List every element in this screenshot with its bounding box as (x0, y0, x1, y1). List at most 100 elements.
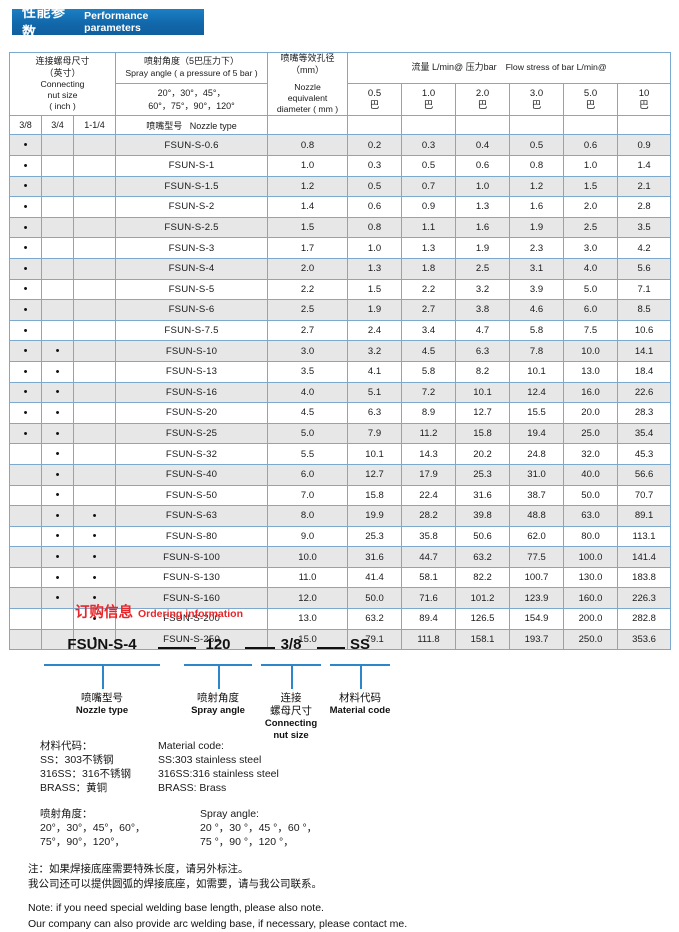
nut-size-marker-2 (72, 134, 117, 156)
header-spacer-p3 (509, 115, 565, 136)
flow-cell-p2: 1.0 (455, 175, 511, 198)
nozzle-diameter-cell: 10.0 (267, 546, 349, 568)
flow-cell-p5: 0.9 (617, 134, 672, 156)
flow-cell-p3: 31.0 (509, 463, 565, 486)
flow-en: Flow stress of bar L/min@ (505, 62, 607, 73)
nut-size-marker-1 (41, 484, 74, 507)
flow-cell-p0: 12.7 (347, 463, 403, 486)
nozzle-diameter-cell: 15.0 (267, 628, 349, 651)
nozzle-model-cell: FSUN-S-20 (115, 402, 269, 424)
order-label-en2-2: nut size (273, 730, 309, 742)
flow-cell-p0: 1.0 (347, 237, 403, 259)
nozzle-model-cell: FSUN-S-50 (115, 484, 269, 507)
flow-cell-p2: 158.1 (455, 628, 511, 651)
flow-cell-p2: 2.5 (455, 257, 511, 280)
flow-cell-p5: 8.5 (617, 299, 672, 321)
nut-size-marker-0 (9, 257, 42, 280)
flow-cell-p2: 3.8 (455, 299, 511, 321)
flow-cell-p3: 7.8 (509, 340, 565, 362)
nozzle-model-cell: FSUN-S-16 (115, 381, 269, 404)
flow-cell-p4: 16.0 (563, 381, 619, 404)
nut-size-marker-2 (72, 608, 117, 630)
flow-cell-p1: 0.7 (401, 175, 457, 198)
material-code-title-row: 材料代码： Material code: (40, 740, 380, 754)
flow-cell-p4: 2.0 (563, 196, 619, 218)
flow-cell-p4: 1.5 (563, 175, 619, 198)
nut-size-marker-1 (41, 175, 74, 198)
order-label-cn-3: 材料代码 (339, 692, 381, 704)
header-nozzle-type: 喷嘴型号 Nozzle type (115, 115, 269, 136)
table-row: FSUN-S-200 13.0 63.2 89.4 126.5 154.9 200.0 282… (9, 608, 672, 630)
nozzle-diameter-cell: 2.7 (267, 319, 349, 342)
material-code-row-0: SS：303不锈钢 SS:303 stainless steel (40, 754, 380, 768)
order-label-0: 喷嘴型号 Nozzle type (54, 692, 150, 717)
note-en-line2: Our company can also provide arc welding… (28, 917, 408, 930)
flow-cell-p3: 100.7 (509, 566, 565, 589)
flow-cell-p1: 58.1 (401, 566, 457, 589)
nut-size-marker-2 (72, 484, 117, 507)
order-label-1: 喷射角度 Spray angle (170, 692, 266, 717)
flow-cell-p4: 3.0 (563, 237, 619, 259)
header-nut-size-3-8: 3/8 (9, 115, 42, 136)
flow-cell-p2: 3.2 (455, 278, 511, 301)
nozzle-model-cell: FSUN-S-13 (115, 360, 269, 383)
nozzle-diameter-cell: 4.5 (267, 402, 349, 424)
nozzle-diameter-cell: 2.2 (267, 278, 349, 301)
performance-parameters-banner: 性能参数 Performance parameters (12, 4, 204, 40)
nut-size-marker-2 (72, 360, 117, 383)
flow-cell-p3: 3.9 (509, 278, 565, 301)
order-code-labels: 喷嘴型号 Nozzle type 喷射角度 Spray angle 连接 螺母尺寸 Conn… (40, 692, 391, 741)
table-row: FSUN-S-25 5.0 7.9 11.2 15.8 19.4 25.0 35.4 (9, 422, 672, 445)
nut-size-marker-1 (41, 422, 74, 445)
nut-size-marker-2 (72, 155, 117, 177)
nut-size-marker-0 (9, 134, 42, 156)
order-code-example: FSUN-S-4 120 3/8 SS (40, 636, 370, 658)
pressure-unit-4: 巴 (585, 99, 596, 111)
nut-size-marker-0 (9, 402, 42, 424)
nut-size-marker-1 (41, 381, 74, 404)
flow-cell-p4: 1.0 (563, 155, 619, 177)
flow-cell-p0: 41.4 (347, 566, 403, 589)
flow-cell-p1: 0.3 (401, 134, 457, 156)
flow-cell-p3: 1.2 (509, 175, 565, 198)
nut-size-marker-0 (9, 608, 42, 630)
nut-size-marker-2 (72, 402, 117, 424)
nozzle-diameter-cell: 9.0 (267, 525, 349, 548)
flow-cell-p3: 62.0 (509, 525, 565, 548)
nozzle-model-cell: FSUN-S-0.6 (115, 134, 269, 156)
nut-size-marker-1 (41, 608, 74, 630)
spray-angle-values-line1: 20°，30°，45°， (157, 88, 226, 99)
order-code-token-2: 3/8 (280, 636, 302, 653)
table-row: FSUN-S-0.6 0.8 0.2 0.3 0.4 0.5 0.6 0.9 (9, 134, 672, 156)
flow-cell-p3: 12.4 (509, 381, 565, 404)
nozzle-diameter-cell: 3.0 (267, 340, 349, 362)
nut-size-marker-0 (9, 587, 42, 610)
flow-cell-p4: 100.0 (563, 546, 619, 568)
flow-cell-p0: 7.9 (347, 422, 403, 445)
spray-angle-row-2: 75°，90°，120°， 75 °，90 °，120 °， (40, 835, 440, 849)
nut-size-marker-0 (9, 381, 42, 404)
nut-size-marker-0 (9, 155, 42, 177)
nut-size-marker-2 (72, 381, 117, 404)
flow-cell-p3: 4.6 (509, 299, 565, 321)
table-row: FSUN-S-80 9.0 25.3 35.8 50.6 62.0 80.0 113.1 (9, 525, 672, 548)
nozzle-model-cell: FSUN-S-3 (115, 237, 269, 259)
spray-angle-block: 喷射角度： Spray angle: 20°，30°，45°，60°， 20 °… (40, 807, 440, 850)
flow-cell-p2: 63.2 (455, 546, 511, 568)
table-row: FSUN-S-13 3.5 4.1 5.8 8.2 10.1 13.0 18.4 (9, 360, 672, 383)
flow-cell-p3: 0.5 (509, 134, 565, 156)
order-label-3: 材料代码 Material code (312, 692, 408, 717)
bracket-vertical-0 (102, 664, 104, 689)
flow-cell-p0: 79.1 (347, 628, 403, 651)
nozzle-diameter-cell: 1.5 (267, 216, 349, 239)
nut-size-marker-1 (41, 196, 74, 218)
flow-cell-p5: 282.8 (617, 608, 672, 630)
nozzle-model-cell: FSUN-S-32 (115, 443, 269, 465)
banner-title-cn: 性能参数 (22, 4, 66, 40)
flow-cell-p0: 3.2 (347, 340, 403, 362)
pressure-unit-2: 巴 (477, 99, 488, 111)
spray-angle-en-line1: 20 °，30 °，45 °，60 °， (200, 822, 318, 835)
spray-angle-values-line2: 60°，75°，90°，120° (148, 100, 235, 111)
table-row: FSUN-S-160 12.0 50.0 71.6 101.2 123.9 160.0 226… (9, 587, 672, 610)
pressure-col-1: 1.0 巴 (401, 82, 457, 117)
